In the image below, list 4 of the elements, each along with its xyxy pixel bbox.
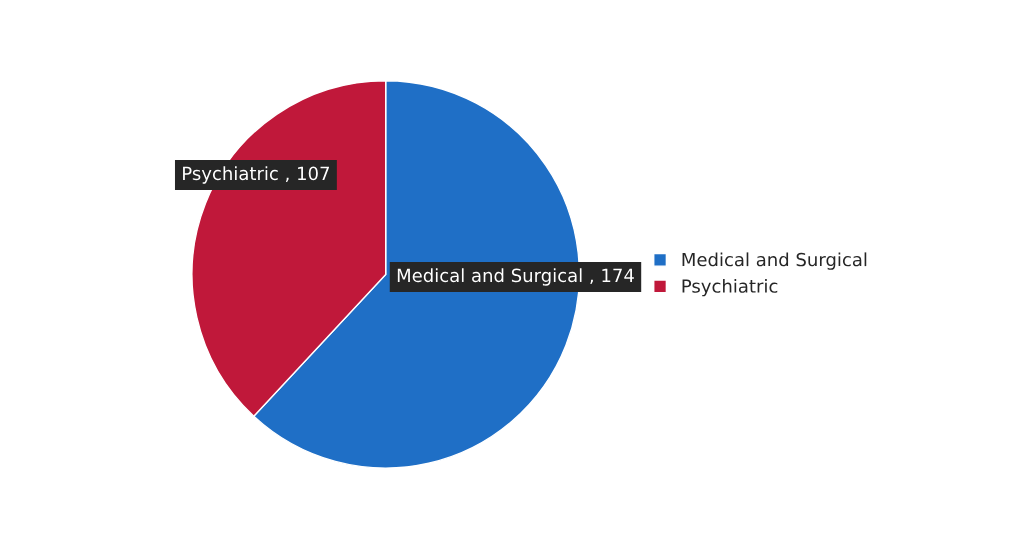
data-label: Psychiatric , 107 (183, 166, 329, 184)
legend-label: Medical and Surgical (682, 252, 867, 270)
legend-label: Psychiatric (682, 278, 778, 297)
data-label: Medical and Surgical , 174 (397, 268, 634, 286)
